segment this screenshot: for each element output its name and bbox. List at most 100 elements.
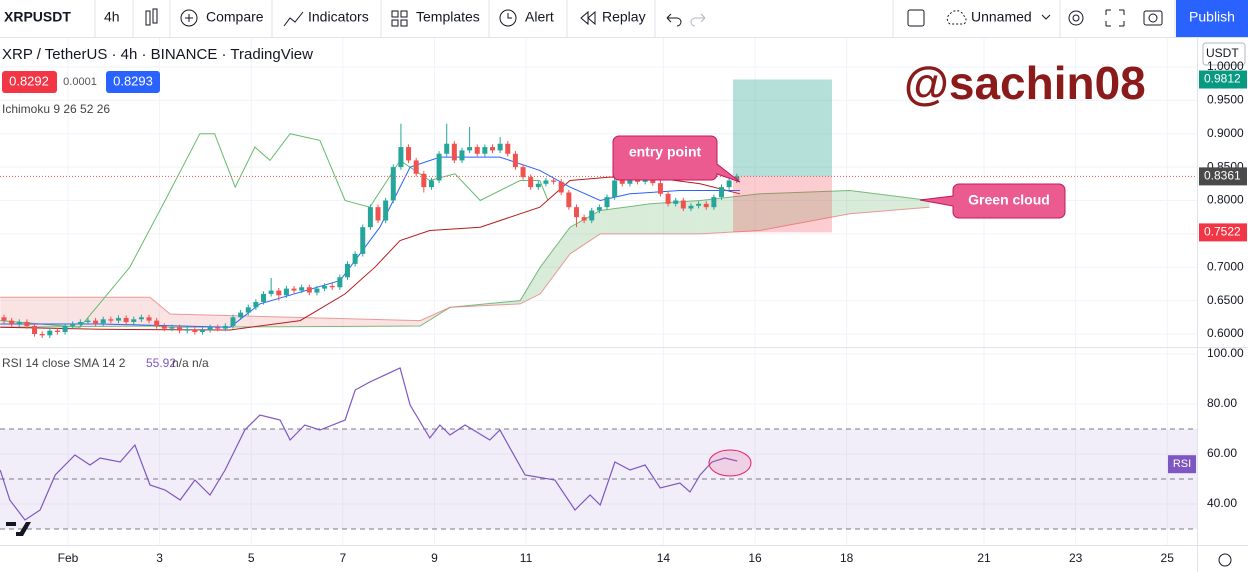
candle-body — [261, 293, 267, 302]
candle-body — [1, 317, 7, 321]
candle-body — [375, 207, 381, 221]
compare-icon[interactable] — [180, 9, 198, 27]
candle-body — [650, 179, 656, 184]
overlay: XRP / TetherUS · 4h · BINANCE · TradingV… — [2, 42, 1247, 565]
templates-icon[interactable] — [391, 10, 399, 18]
candle-body — [543, 180, 549, 184]
fullscreen-icon[interactable] — [1105, 9, 1125, 27]
x-tick-label: 3 — [156, 551, 163, 565]
candle-body — [283, 288, 289, 296]
bid[interactable]: 0.8292 — [9, 73, 49, 88]
plot — [0, 79, 1197, 521]
currency[interactable]: USDT — [1206, 46, 1239, 60]
layout-icon[interactable] — [907, 9, 925, 27]
rsi-axis-box — [1168, 455, 1196, 474]
candle-body — [177, 327, 183, 331]
candle-icon[interactable] — [152, 8, 158, 24]
undo-icon[interactable] — [666, 13, 682, 27]
indicator-label[interactable]: Ichimoku 9 26 52 26 — [2, 102, 110, 116]
cloud-segment — [540, 227, 570, 294]
rsi-line — [0, 367, 738, 521]
indicators-icon[interactable] — [283, 11, 304, 27]
candle-body — [314, 288, 320, 293]
ask-box[interactable] — [106, 71, 160, 93]
bid-box[interactable] — [2, 71, 57, 93]
target-price-box — [1199, 70, 1247, 89]
candle-body — [566, 192, 572, 208]
candle-body — [245, 307, 251, 313]
candle-body — [138, 317, 144, 320]
settings-icon[interactable] — [1068, 10, 1084, 26]
replay-button[interactable]: Replay — [602, 9, 646, 25]
spread: 0.0001 — [63, 76, 97, 88]
candle-body — [85, 320, 91, 322]
ask[interactable]: 0.8293 — [113, 73, 153, 88]
target-zone — [733, 79, 832, 177]
rsi-title[interactable]: RSI 14 close SMA 14 2 — [2, 356, 126, 370]
candle-body — [673, 200, 679, 204]
x-tick-label: 16 — [748, 551, 762, 565]
candle-body — [367, 207, 373, 228]
watermark: @sachin08 — [904, 57, 1146, 109]
entry-callout — [612, 135, 741, 183]
candle-icon[interactable] — [145, 10, 151, 26]
candle-body — [665, 193, 671, 204]
indicators-button[interactable]: Indicators — [308, 9, 369, 25]
candle-body — [291, 288, 297, 291]
candle-body — [490, 147, 496, 151]
dropdown-icon[interactable] — [1041, 14, 1051, 20]
currency-select[interactable] — [1202, 42, 1246, 66]
candle-body — [352, 253, 358, 264]
candle-body — [436, 153, 442, 181]
templates-button[interactable]: Templates — [416, 9, 480, 25]
rsi-tick-label: 40.00 — [1207, 496, 1237, 510]
candle-body — [24, 321, 30, 326]
candle-body — [558, 181, 564, 193]
rsi-value: 55.92 — [146, 356, 176, 370]
tv-logo[interactable] — [6, 522, 31, 536]
candle-body — [406, 147, 412, 161]
candle-body — [459, 150, 465, 161]
symbol[interactable]: XRPUSDT — [4, 9, 71, 25]
cloud-icon[interactable] — [946, 10, 967, 25]
y-tick-label: 0.9500 — [1207, 93, 1244, 107]
settings-bottom-icon[interactable] — [1218, 553, 1232, 567]
entry-price-box — [1199, 167, 1247, 186]
cloud-segment — [849, 190, 930, 214]
candle-body — [253, 301, 259, 308]
interval[interactable]: 4h — [104, 9, 120, 25]
candle-body — [696, 203, 702, 206]
candle-body — [612, 180, 618, 198]
y-tick-label: 0.9000 — [1207, 126, 1244, 140]
publish-label[interactable]: Publish — [1189, 9, 1235, 25]
candle-body — [360, 227, 366, 254]
candle-body — [154, 320, 160, 326]
redo-icon[interactable] — [690, 13, 706, 27]
alert-icon[interactable] — [499, 9, 517, 27]
candle-body — [398, 147, 404, 168]
publish-button[interactable] — [1176, 0, 1248, 37]
x-tick-label: 23 — [1069, 551, 1083, 565]
legend-title: XRP / TetherUS · 4h · BINANCE · TradingV… — [2, 46, 313, 63]
candle-body — [428, 180, 434, 188]
cloud-segment — [170, 313, 421, 328]
candle-body — [230, 317, 236, 326]
candle-body — [207, 327, 213, 330]
alert-button[interactable]: Alert — [525, 9, 554, 25]
candle-body — [131, 319, 137, 322]
cloud-segment — [600, 203, 651, 234]
candle-body — [451, 143, 457, 161]
candle-body — [222, 325, 228, 329]
layout-name[interactable]: Unnamed — [971, 9, 1032, 25]
x-tick-label: 14 — [657, 551, 671, 565]
snapshot-icon[interactable] — [1143, 10, 1163, 26]
y-tick-label: 0.8000 — [1207, 193, 1244, 207]
candle-body — [688, 205, 694, 209]
candle-body — [528, 177, 534, 188]
replay-icon[interactable] — [580, 10, 596, 26]
candle-body — [497, 143, 503, 151]
target-price-label: 0.9812 — [1204, 72, 1241, 86]
compare-button[interactable]: Compare — [206, 9, 264, 25]
candle-body — [169, 327, 175, 329]
